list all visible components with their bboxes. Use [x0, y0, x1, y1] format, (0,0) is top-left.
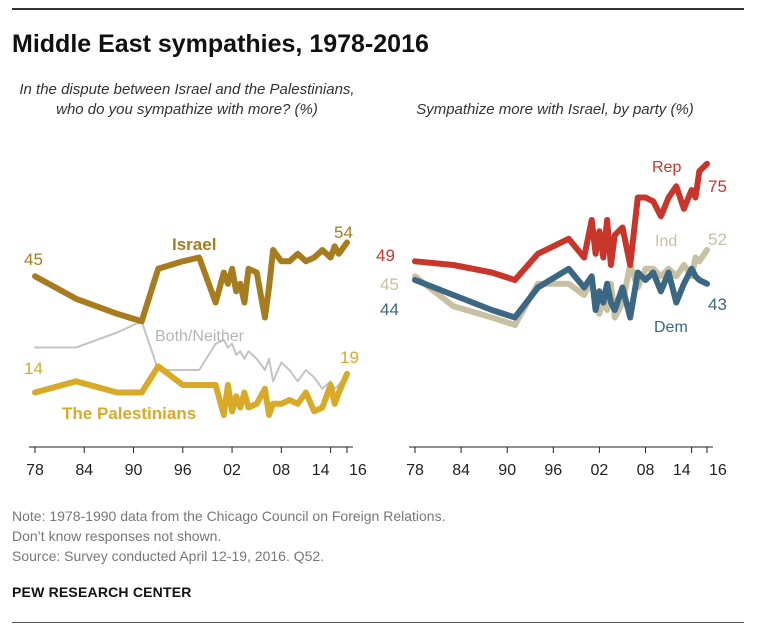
x-tick-label: 08: [637, 462, 655, 479]
x-tick-label: 96: [544, 462, 562, 479]
series-name-label: The Palestinians: [62, 404, 196, 423]
series-line-the-palestinians: [32, 363, 350, 418]
x-tick-label: 90: [125, 462, 143, 479]
x-tick-label: 90: [498, 462, 516, 479]
x-tick-label: 02: [223, 462, 241, 479]
x-tick-label: 14: [312, 462, 330, 479]
x-tick-label: 84: [452, 462, 470, 479]
x-tick-label: 78: [26, 462, 44, 479]
x-tick-label: 16: [349, 462, 367, 479]
chart-title: Middle East sympathies, 1978-2016: [12, 30, 429, 58]
end-value-label: 54: [334, 223, 353, 242]
end-value-label: 19: [340, 348, 359, 367]
series-line-both-neither: [34, 320, 348, 390]
series-line-israel: [32, 239, 350, 325]
notes: Note: 1978-1990 data from the Chicago Co…: [12, 506, 445, 566]
right-chart-subtitle: Sympathize more with Israel, by party (%…: [416, 101, 694, 118]
top-rule: [12, 8, 744, 10]
end-value-label: 75: [708, 177, 727, 196]
series-name-label: Rep: [652, 159, 681, 176]
end-value-label: 52: [708, 230, 727, 249]
left-chart-subtitle: In the dispute between Israel and the Pa…: [19, 81, 355, 118]
series-name-label: Dem: [654, 319, 688, 336]
start-value-label: 44: [380, 300, 399, 319]
x-tick-label: 96: [174, 462, 192, 479]
x-tick-label: 08: [272, 462, 290, 479]
note-line: Note: 1978-1990 data from the Chicago Co…: [12, 508, 446, 524]
start-value-label: 45: [380, 275, 399, 294]
bottom-rule: [12, 622, 744, 623]
charts-canvas: 78 84 90 96 02 08 14 16 Israel Both/Neither The Pa…: [24, 159, 727, 479]
series-name-label: Both/Neither: [155, 328, 245, 345]
x-tick-label: 16: [709, 462, 727, 479]
start-value-label: 49: [376, 246, 395, 265]
start-value-label: 14: [24, 359, 43, 378]
series-line-dem: [412, 265, 710, 321]
end-value-label: 43: [708, 295, 727, 314]
x-tick-label: 14: [673, 462, 691, 479]
x-tick-label: 84: [75, 462, 93, 479]
series-name-label: Israel: [172, 235, 216, 254]
source-organization: PEW RESEARCH CENTER: [12, 584, 192, 600]
series-line-rep: [412, 160, 710, 283]
source-line: Source: Survey conducted April 12-19, 20…: [12, 548, 325, 564]
x-tick-label: 02: [591, 462, 609, 479]
start-value-label: 45: [24, 250, 43, 269]
series-name-label: Ind: [655, 233, 677, 250]
note-line: Don’t know responses not shown.: [12, 528, 222, 544]
x-tick-label: 78: [406, 462, 424, 479]
